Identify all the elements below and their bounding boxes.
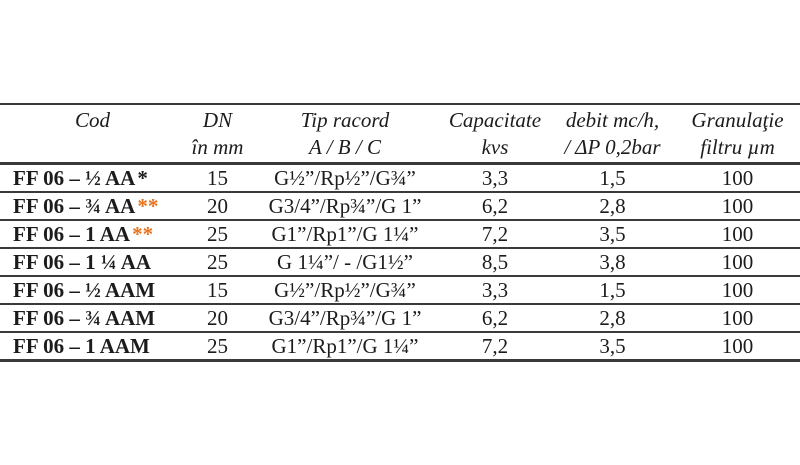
granulatie-cell: 100 <box>675 304 800 333</box>
column-header-debit: debit mc/h, / ΔP 0,2bar <box>550 104 675 165</box>
dn-cell: 25 <box>185 248 250 277</box>
header-capacitate-line2: kvs <box>481 135 509 159</box>
dn-cell: 20 <box>185 304 250 333</box>
column-header-dn: DN în mm <box>185 104 250 165</box>
table-row: FF 06 – 1 AAM 25 G1”/Rp1”/G 1¼” 7,2 3,5 … <box>0 332 800 362</box>
debit-cell: 3,5 <box>550 220 675 249</box>
tip-racord-cell: G3/4”/Rp¾”/G 1” <box>250 192 440 221</box>
dn-cell: 25 <box>185 220 250 249</box>
granulatie-cell: 100 <box>675 163 800 193</box>
cod-value: FF 06 – ¾ AA <box>13 194 136 218</box>
cod-cell: FF 06 – 1 AA** <box>0 220 185 249</box>
table-row: FF 06 – ¾ AAM 20 G3/4”/Rp¾”/G 1” 6,2 2,8… <box>0 304 800 333</box>
capacitate-cell: 3,3 <box>440 163 550 193</box>
table-header-row: Cod DN în mm Tip racord A / B / C Capaci… <box>0 104 800 165</box>
cod-cell: FF 06 – ¾ AA** <box>0 192 185 221</box>
header-granulatie-line2: filtru µm <box>700 135 775 159</box>
granulatie-cell: 100 <box>675 192 800 221</box>
header-tip-racord-line2: A / B / C <box>309 135 381 159</box>
tip-racord-cell: G1”/Rp1”/G 1¼” <box>250 332 440 362</box>
debit-cell: 1,5 <box>550 276 675 305</box>
capacitate-cell: 6,2 <box>440 304 550 333</box>
tip-racord-cell: G1”/Rp1”/G 1¼” <box>250 220 440 249</box>
table-row: FF 06 – ¾ AA** 20 G3/4”/Rp¾”/G 1” 6,2 2,… <box>0 192 800 221</box>
granulatie-cell: 100 <box>675 332 800 362</box>
cod-value: FF 06 – 1 AA <box>13 222 131 246</box>
dn-cell: 25 <box>185 332 250 362</box>
granulatie-cell: 100 <box>675 248 800 277</box>
table-row: FF 06 – 1 ¼ AA 25 G 1¼”/ - /G1½” 8,5 3,8… <box>0 248 800 277</box>
debit-cell: 3,5 <box>550 332 675 362</box>
header-granulatie-line1: Granulaţie <box>691 108 784 132</box>
header-dn-line2: în mm <box>191 135 244 159</box>
header-cod-line1: Cod <box>74 108 110 132</box>
tip-racord-cell: G½”/Rp½”/G¾” <box>250 276 440 305</box>
dn-cell: 20 <box>185 192 250 221</box>
column-header-cod: Cod <box>0 104 185 165</box>
cod-asterisk: ** <box>137 194 159 218</box>
debit-cell: 1,5 <box>550 163 675 193</box>
cod-cell: FF 06 – 1 ¼ AA <box>0 248 185 277</box>
capacitate-cell: 6,2 <box>440 192 550 221</box>
cod-value: FF 06 – ¾ AAM <box>13 306 156 330</box>
cod-cell: FF 06 – 1 AAM <box>0 332 185 362</box>
tip-racord-cell: G½”/Rp½”/G¾” <box>250 163 440 193</box>
cod-cell: FF 06 – ½ AAM <box>0 276 185 305</box>
column-header-tip-racord: Tip racord A / B / C <box>250 104 440 165</box>
header-tip-racord-line1: Tip racord <box>300 108 390 132</box>
header-capacitate-line1: Capacitate <box>448 108 542 132</box>
capacitate-cell: 7,2 <box>440 332 550 362</box>
tip-racord-cell: G 1¼”/ - /G1½” <box>250 248 440 277</box>
column-header-granulatie: Granulaţie filtru µm <box>675 104 800 165</box>
cod-value: FF 06 – 1 ¼ AA <box>13 250 152 274</box>
debit-cell: 2,8 <box>550 192 675 221</box>
tip-racord-cell: G3/4”/Rp¾”/G 1” <box>250 304 440 333</box>
capacitate-cell: 7,2 <box>440 220 550 249</box>
cod-asterisk: * <box>137 166 148 190</box>
header-debit-line1: debit mc/h, <box>565 108 660 132</box>
debit-cell: 3,8 <box>550 248 675 277</box>
cod-cell: FF 06 – ¾ AAM <box>0 304 185 333</box>
header-debit-line2: / ΔP 0,2bar <box>564 135 661 159</box>
cod-value: FF 06 – ½ AAM <box>13 278 156 302</box>
product-spec-table: Cod DN în mm Tip racord A / B / C Capaci… <box>0 103 800 362</box>
granulatie-cell: 100 <box>675 276 800 305</box>
cod-asterisk: ** <box>132 222 154 246</box>
granulatie-cell: 100 <box>675 220 800 249</box>
debit-cell: 2,8 <box>550 304 675 333</box>
cod-value: FF 06 – 1 AAM <box>13 334 150 358</box>
cod-cell: FF 06 – ½ AA* <box>0 163 185 193</box>
dn-cell: 15 <box>185 163 250 193</box>
table-row: FF 06 – 1 AA** 25 G1”/Rp1”/G 1¼” 7,2 3,5… <box>0 220 800 249</box>
table-row: FF 06 – ½ AAM 15 G½”/Rp½”/G¾” 3,3 1,5 10… <box>0 276 800 305</box>
table-row: FF 06 – ½ AA* 15 G½”/Rp½”/G¾” 3,3 1,5 10… <box>0 163 800 193</box>
column-header-capacitate: Capacitate kvs <box>440 104 550 165</box>
capacitate-cell: 3,3 <box>440 276 550 305</box>
header-dn-line1: DN <box>202 108 233 132</box>
dn-cell: 15 <box>185 276 250 305</box>
capacitate-cell: 8,5 <box>440 248 550 277</box>
cod-value: FF 06 – ½ AA <box>13 166 136 190</box>
